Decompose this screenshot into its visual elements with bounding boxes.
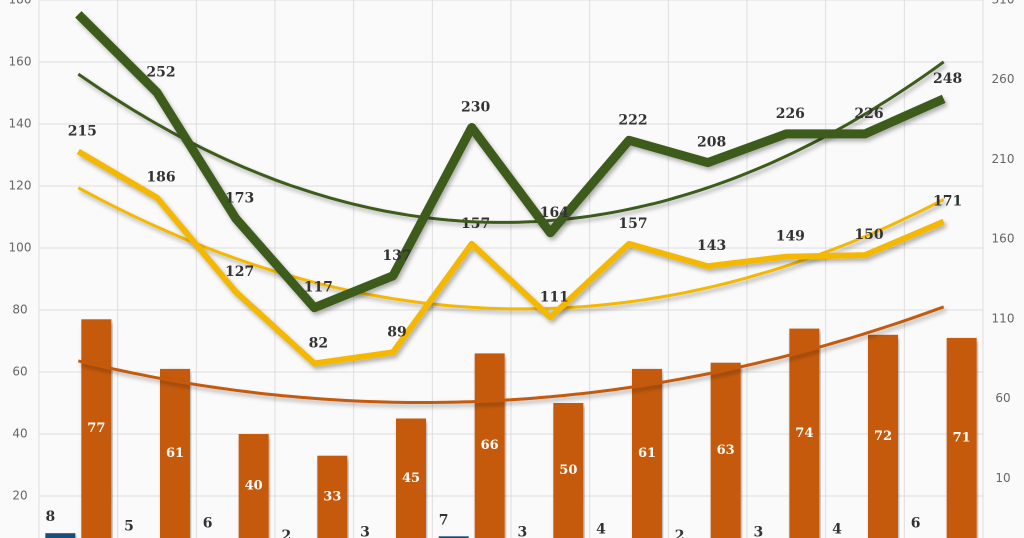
data-label: 77	[87, 421, 105, 436]
y-tick-label: 180	[9, 0, 32, 7]
bar	[438, 536, 469, 538]
data-label: 40	[245, 479, 263, 494]
data-label: 230	[461, 100, 490, 116]
data-label: 3	[753, 525, 763, 538]
data-label: 301	[68, 0, 97, 2]
y-tick-label: 100	[9, 241, 32, 255]
bar	[946, 337, 977, 538]
bar	[317, 455, 348, 538]
data-label: 157	[461, 216, 490, 232]
data-label: 82	[309, 335, 328, 351]
bar	[553, 403, 584, 538]
line	[76, 148, 945, 367]
y2-tick-label: 310	[992, 0, 1015, 7]
data-label: 74	[795, 426, 813, 441]
data-label: 137	[382, 248, 411, 264]
data-label: 6	[203, 515, 213, 531]
data-label: 111	[540, 289, 569, 305]
data-label: 3	[517, 525, 527, 538]
data-label: 117	[304, 280, 333, 296]
data-label: 252	[146, 64, 175, 80]
y-tick-label: 20	[12, 489, 27, 503]
data-label: 226	[854, 106, 883, 122]
y2-tick-label: 110	[992, 311, 1015, 325]
bar	[868, 334, 898, 538]
data-label: 5	[124, 519, 134, 535]
data-label: 50	[559, 463, 577, 478]
bar	[396, 418, 426, 538]
data-label: 149	[776, 229, 805, 245]
data-label: 127	[225, 264, 254, 280]
y-tick-label: 160	[9, 55, 32, 69]
data-label: 7	[439, 512, 449, 528]
data-label: 208	[697, 135, 726, 151]
y-tick-label: 60	[12, 365, 27, 379]
data-label: 186	[146, 170, 175, 186]
bar	[789, 328, 820, 538]
data-label: 6	[911, 515, 921, 531]
y2-tick-label: 210	[992, 152, 1015, 166]
data-label: 157	[618, 216, 647, 232]
data-label: 150	[854, 227, 883, 243]
trendline	[77, 186, 945, 311]
data-label: 222	[618, 112, 647, 128]
bar	[160, 368, 190, 538]
bar	[238, 434, 269, 538]
data-label: 226	[776, 106, 805, 122]
y2-tick-label: 10	[995, 471, 1010, 485]
data-label: 89	[387, 324, 406, 340]
data-label: 61	[166, 446, 184, 461]
data-label: 2	[675, 528, 685, 538]
data-label: 2	[281, 528, 291, 538]
bar	[710, 362, 741, 538]
data-label: 71	[953, 430, 971, 445]
data-label: 8	[45, 509, 55, 525]
data-label: 72	[874, 429, 892, 444]
y2-tick-label: 160	[992, 232, 1015, 246]
data-label: 3	[360, 525, 370, 538]
y-tick-label: 140	[9, 117, 32, 131]
data-label: 33	[323, 489, 341, 504]
data-label: 61	[638, 446, 656, 461]
data-label: 45	[402, 471, 420, 486]
y2-tick-label: 60	[995, 391, 1010, 405]
bar	[81, 319, 112, 538]
data-label: 215	[68, 123, 97, 139]
data-label: 4	[596, 522, 606, 538]
data-label: 248	[933, 71, 962, 87]
line	[75, 11, 946, 313]
bar	[632, 368, 662, 538]
data-label: 4	[832, 522, 842, 538]
data-label: 173	[225, 190, 254, 206]
trendline	[77, 305, 945, 404]
data-label: 164	[540, 205, 569, 221]
data-label: 171	[933, 194, 962, 210]
y-tick-label: 80	[12, 303, 27, 317]
data-label: 63	[717, 443, 735, 458]
y-tick-label: 120	[9, 179, 32, 193]
data-label: 66	[481, 438, 499, 453]
data-label: 143	[697, 238, 726, 254]
bar	[45, 533, 76, 538]
trendline	[77, 60, 945, 224]
y2-tick-label: 260	[992, 72, 1015, 86]
y-tick-label: 40	[12, 427, 27, 441]
bar	[474, 353, 505, 538]
